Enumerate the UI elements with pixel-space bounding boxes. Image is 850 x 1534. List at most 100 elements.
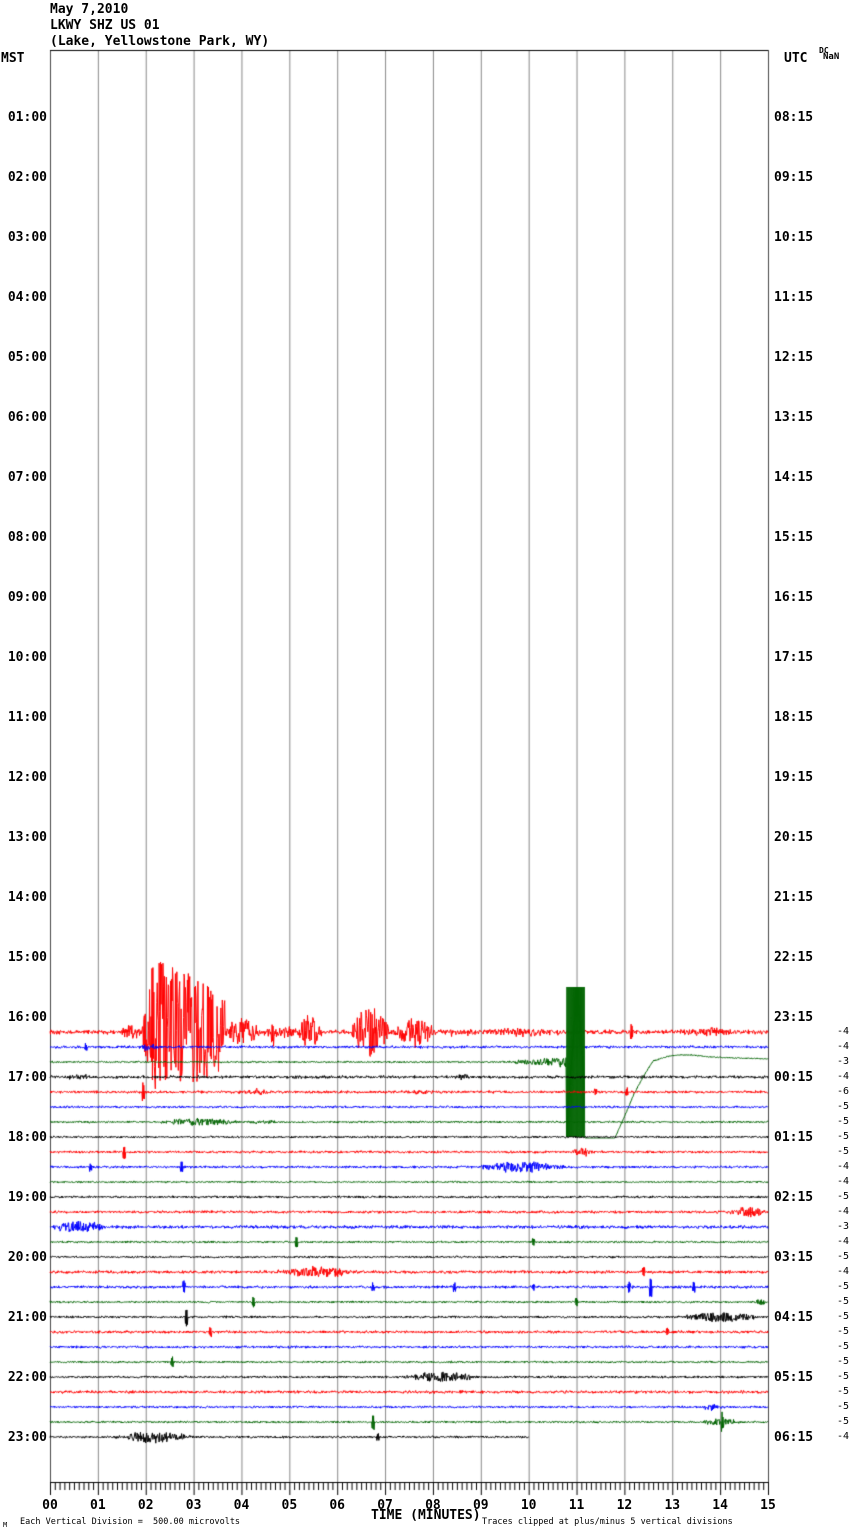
left-time-label: 19:00 [7, 1190, 47, 1205]
minute-label: 01 [90, 1498, 106, 1513]
right-time-label: 22:15 [774, 950, 814, 965]
left-time-label: 07:00 [7, 470, 47, 485]
minute-label: 10 [520, 1498, 537, 1513]
left-time-label: 03:00 [7, 230, 47, 245]
right-time-label: 13:15 [774, 410, 814, 425]
right-time-label: 04:15 [774, 1310, 814, 1325]
scale-note: Each Vertical Division = 500.00 microvol… [20, 1517, 241, 1527]
right-time-label: 20:15 [774, 830, 814, 845]
right-time-label: 02:15 [774, 1190, 814, 1205]
left-time-label: 17:00 [7, 1070, 47, 1085]
minute-label: 12 [616, 1498, 633, 1513]
right-time-label: 11:15 [774, 290, 814, 305]
gain-value: -4 [836, 1176, 849, 1187]
right-time-label: 19:15 [774, 770, 814, 785]
left-time-label: 12:00 [7, 770, 47, 785]
right-time-label: 18:15 [774, 710, 814, 725]
left-time-label: 15:00 [7, 950, 47, 965]
gain-value: -4 [836, 1206, 849, 1217]
left-time-label: 21:00 [7, 1310, 47, 1325]
right-time-label: 10:15 [774, 230, 814, 245]
header-station: LKWY SHZ US 01 [50, 18, 160, 33]
gain-value: -5 [836, 1281, 849, 1292]
gain-value: -4 [836, 1026, 849, 1037]
right-time-label: 05:15 [774, 1370, 814, 1385]
left-time-label: 10:00 [7, 650, 47, 665]
gain-value: -5 [836, 1146, 849, 1157]
gain-value: -4 [836, 1071, 849, 1082]
left-time-label: 08:00 [7, 530, 47, 545]
right-time-label: 01:15 [774, 1130, 814, 1145]
minute-label: 02 [137, 1498, 154, 1513]
x-axis-title: TIME (MINUTES) [371, 1508, 481, 1523]
left-time-label: 04:00 [7, 290, 47, 305]
minute-label: 08 [425, 1498, 441, 1513]
gain-value: -5 [836, 1131, 849, 1142]
gain-value: -5 [836, 1356, 849, 1367]
minute-label: 11 [568, 1498, 585, 1513]
right-time-label: 17:15 [774, 650, 814, 665]
minute-label: 07 [377, 1498, 393, 1513]
gain-value: -3 [836, 1221, 849, 1232]
minute-label: 04 [233, 1498, 250, 1513]
left-time-label: 01:00 [7, 110, 47, 125]
right-time-label: 15:15 [774, 530, 814, 545]
gain-value: -4 [836, 1041, 849, 1052]
gain-value: -3 [836, 1056, 849, 1067]
right-time-label: 14:15 [774, 470, 814, 485]
gain-value: -5 [836, 1371, 849, 1382]
minute-label: 06 [329, 1498, 346, 1513]
minute-label: 09 [472, 1498, 489, 1513]
dc-label: DC [819, 46, 829, 55]
left-time-label: 11:00 [7, 710, 47, 725]
minute-label: 03 [185, 1498, 202, 1513]
gain-value: -5 [836, 1251, 849, 1262]
gain-value: -4 [836, 1161, 849, 1172]
gain-value: -5 [836, 1116, 849, 1127]
right-time-label: 21:15 [774, 890, 814, 905]
left-time-label: 06:00 [7, 410, 47, 425]
left-time-label: 23:00 [7, 1430, 47, 1445]
gain-value: -5 [836, 1401, 849, 1412]
gain-value: -5 [836, 1386, 849, 1397]
gain-value: -4 [836, 1266, 849, 1277]
left-time-label: 13:00 [7, 830, 47, 845]
right-time-label: 23:15 [774, 1010, 814, 1025]
left-time-label: 14:00 [7, 890, 47, 905]
left-time-label: 16:00 [7, 1010, 47, 1025]
dc-offset-indicator: DC NaN [819, 46, 840, 62]
left-time-label: 20:00 [7, 1250, 47, 1265]
right-time-label: 12:15 [774, 350, 814, 365]
right-axis-title: UTC [784, 51, 808, 66]
gain-value: -5 [836, 1191, 849, 1202]
gain-value: -6 [836, 1086, 849, 1097]
left-axis-title: MST [1, 51, 25, 66]
header-location: (Lake, Yellowstone Park, WY) [50, 34, 270, 49]
minute-label: 00 [42, 1498, 58, 1513]
right-time-label: 00:15 [774, 1070, 814, 1085]
left-time-label: 05:00 [7, 350, 47, 365]
left-time-label: 18:00 [7, 1130, 47, 1145]
left-time-label: 09:00 [7, 590, 47, 605]
dc-value: NaN [823, 52, 840, 62]
gain-value: -4 [836, 1236, 849, 1247]
left-time-label: 22:00 [7, 1370, 47, 1385]
right-time-label: 06:15 [774, 1430, 814, 1445]
minute-label: 14 [712, 1498, 728, 1513]
right-time-label: 09:15 [774, 170, 814, 185]
gain-value: -5 [836, 1341, 849, 1352]
right-time-label: 08:15 [774, 110, 814, 125]
header-date: May 7,2010 [50, 2, 129, 17]
minute-label: 13 [664, 1498, 681, 1513]
gain-value: -5 [836, 1311, 849, 1322]
minute-label: 05 [281, 1498, 298, 1513]
right-time-label: 16:15 [774, 590, 814, 605]
minute-label: 15 [760, 1498, 776, 1513]
gain-value: -4 [836, 1431, 849, 1442]
gain-value: -5 [836, 1326, 849, 1337]
clip-note: Traces clipped at plus/minus 5 vertical … [482, 1517, 733, 1527]
gain-value: -5 [836, 1296, 849, 1307]
left-time-label: 02:00 [7, 170, 47, 185]
watermark: M [3, 1521, 8, 1529]
